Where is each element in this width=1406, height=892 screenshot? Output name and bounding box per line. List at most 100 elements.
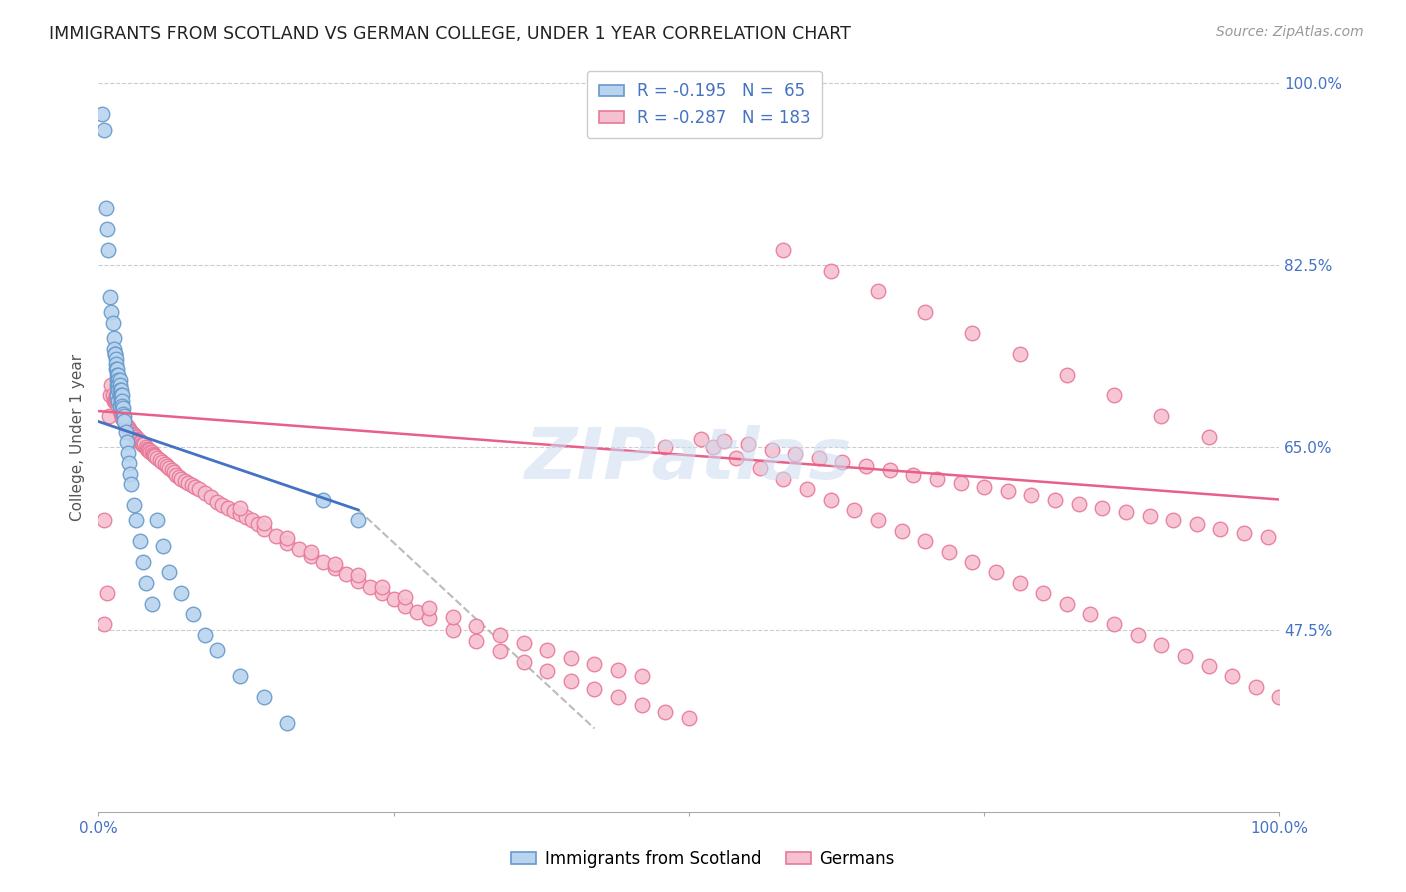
Point [607,690,630,705]
Point [112,409,135,424]
Point [465,619,488,633]
Point [129,435,152,450]
Text: IMMIGRANTS FROM SCOTLAND VS GERMAN COLLEGE, UNDER 1 YEAR CORRELATION CHART: IMMIGRANTS FROM SCOTLAND VS GERMAN COLLE… [49,25,851,43]
Point [689,432,711,446]
Point [211,498,233,512]
Point [105,388,128,402]
Point [135,442,157,456]
Point [194,628,217,642]
Point [465,634,488,648]
Point [112,407,135,421]
Point [153,457,176,471]
Point [276,716,298,731]
Point [1150,409,1173,424]
Point [1032,586,1054,600]
Point [105,388,128,402]
Point [984,566,1007,580]
Point [121,425,143,439]
Point [441,623,464,637]
Legend: R = -0.195   N =  65, R = -0.287   N = 183: R = -0.195 N = 65, R = -0.287 N = 183 [588,70,823,138]
Point [1091,500,1114,515]
Point [737,437,759,451]
Point [1244,680,1267,694]
Point [142,447,165,461]
Point [122,498,145,512]
Point [335,567,357,582]
Point [112,401,135,415]
Point [112,414,135,428]
Point [1102,388,1125,402]
Point [110,388,132,402]
Point [1115,505,1137,519]
Point [127,432,149,446]
Point [91,107,114,121]
Point [105,378,128,392]
Point [253,690,276,705]
Point [807,450,830,465]
Point [253,522,276,536]
Point [359,580,381,594]
Point [108,384,131,398]
Point [141,597,163,611]
Point [489,628,512,642]
Point [1126,628,1149,642]
Point [181,607,204,621]
Point [1268,690,1291,705]
Point [111,399,134,413]
Point [1043,492,1066,507]
Point [111,411,134,425]
Legend: Immigrants from Scotland, Germans: Immigrants from Scotland, Germans [505,844,901,875]
Point [264,529,287,543]
Point [772,243,794,257]
Point [135,575,157,590]
Point [111,407,134,421]
Point [654,705,676,719]
Point [139,444,162,458]
Point [107,393,129,408]
Point [288,542,311,557]
Point [240,513,263,527]
Point [205,643,228,657]
Point [844,503,866,517]
Point [107,393,129,408]
Point [110,404,132,418]
Point [152,539,174,553]
Point [654,441,676,455]
Point [536,664,558,678]
Point [165,467,187,482]
Point [583,681,606,696]
Point [177,475,200,490]
Point [323,561,346,575]
Point [115,419,138,434]
Point [1150,638,1173,652]
Point [1198,430,1220,444]
Point [187,482,209,496]
Point [105,393,128,408]
Point [107,368,129,382]
Point [785,447,807,461]
Point [418,611,440,625]
Point [142,448,165,462]
Point [111,388,134,402]
Point [101,388,124,402]
Point [156,459,179,474]
Point [132,555,155,569]
Point [725,450,748,465]
Point [131,437,153,451]
Point [1161,513,1184,527]
Point [312,492,335,507]
Point [949,475,972,490]
Point [103,342,125,356]
Point [607,663,630,677]
Point [997,484,1019,499]
Point [1198,659,1220,673]
Point [96,586,118,600]
Point [136,442,159,457]
Point [111,393,134,408]
Point [134,437,156,451]
Point [347,568,370,582]
Point [1008,347,1031,361]
Point [184,480,207,494]
Point [630,698,652,712]
Point [312,555,335,569]
